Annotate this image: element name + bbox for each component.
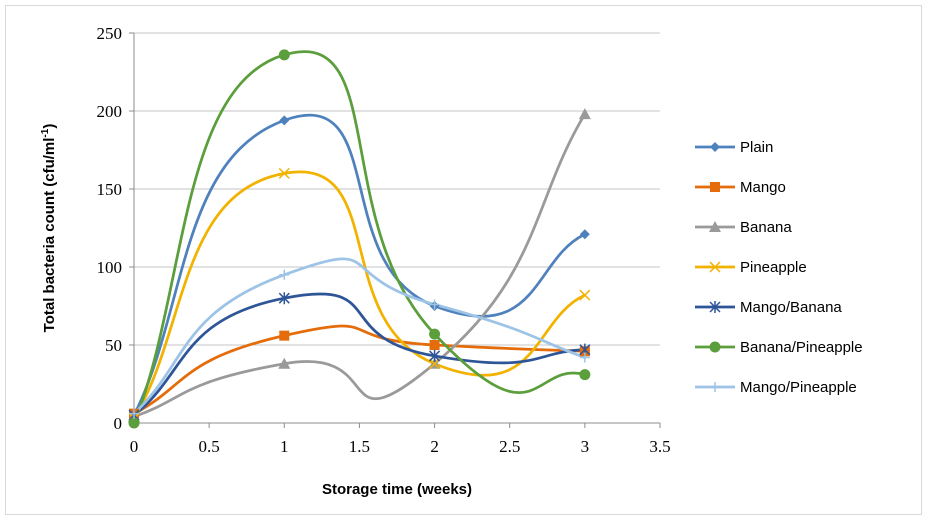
series-line-plain: [132, 113, 586, 416]
y-tick-label: 200: [97, 102, 123, 121]
legend-label: Plain: [740, 139, 773, 156]
legend-label: Pineapple: [740, 259, 807, 276]
x-tick-label: 1: [280, 437, 289, 456]
x-tick-label: 2.5: [499, 437, 520, 456]
y-tick-label: 100: [97, 258, 123, 277]
y-axis-title-main: Total bacteria count (cfu/ml: [41, 138, 58, 333]
x-tick-label: 1.5: [349, 437, 370, 456]
chart-area: [5, 5, 922, 515]
legend-item-banana: Banana: [695, 219, 792, 236]
series-line-mango-pineapple: [133, 257, 586, 415]
x-tick-label: 0.5: [199, 437, 220, 456]
legend-item-pineapple: Pineapple: [695, 259, 807, 276]
x-tick-label: 0: [130, 437, 139, 456]
data-point-mango-pineapple: [129, 408, 139, 419]
series-line-banana-pineapple: [132, 50, 586, 424]
legend: Plain Mango Banana Pineapple Mango/Banana Ban…: [695, 139, 863, 396]
data-point-mango-pineapple: [429, 299, 440, 310]
data-point-pineapple: [429, 358, 441, 370]
data-point-plain: [279, 115, 290, 126]
data-point-mango-pineapple: [579, 352, 590, 363]
data-point-mango-pineapple: [279, 269, 290, 280]
legend-item-mango-banana: Mango/Banana: [695, 299, 842, 316]
legend-label: Banana: [740, 219, 792, 236]
legend-marker-banana: [709, 221, 721, 232]
legend-marker-mango-banana: [709, 301, 721, 313]
data-point-banana-pineapple: [128, 417, 140, 429]
data-markers: [128, 49, 591, 429]
legend-marker-pineapple: [709, 261, 721, 273]
y-axis-title-superscript: -1: [40, 128, 51, 137]
y-axis-title: Total bacteria count (cfu/ml-1): [40, 124, 58, 333]
series-line-mango: [133, 324, 585, 415]
gridlines: [134, 32, 660, 346]
x-tick-label: 2: [430, 437, 439, 456]
legend-label: Mango/Banana: [740, 299, 842, 316]
legend-item-mango-pineapple: Mango/Pineapple: [695, 379, 857, 396]
data-point-mango-banana: [278, 292, 290, 305]
series-line-mango-banana: [133, 292, 585, 417]
y-tick-label: 150: [97, 180, 123, 199]
legend-marker-banana-pineapple: [709, 341, 721, 353]
x-tick-label: 3.5: [649, 437, 670, 456]
x-axis-title: Storage time (weeks): [322, 481, 472, 498]
axes: 0 50 100 150 200 250 0 0.5 1 1.5 2 2.5 3 3.5: [97, 24, 671, 456]
legend-item-banana-pineapple: Banana/Pineapple: [695, 339, 863, 356]
data-point-plain: [579, 229, 590, 240]
legend-item-mango: Mango: [695, 179, 786, 196]
legend-marker-mango-pineapple: [710, 382, 720, 392]
series-line-pineapple: [132, 170, 586, 420]
data-point-mango: [429, 340, 440, 350]
data-point-banana-pineapple: [278, 49, 290, 61]
data-point-banana-pineapple: [429, 328, 441, 340]
legend-marker-plain: [710, 142, 720, 152]
series-line-banana: [133, 113, 587, 419]
data-point-mango-banana: [429, 349, 441, 362]
legend-item-plain: Plain: [695, 139, 773, 156]
legend-label: Mango: [740, 179, 786, 196]
y-tick-label: 250: [97, 24, 123, 43]
data-point-pineapple: [278, 167, 290, 179]
series-lines: [132, 50, 587, 424]
data-point-banana-pineapple: [579, 369, 591, 381]
legend-marker-mango: [710, 182, 720, 192]
data-point-mango: [279, 330, 290, 341]
data-point-banana: [578, 108, 591, 120]
y-axis-title-close: ): [41, 124, 58, 129]
data-point-banana: [278, 357, 291, 369]
legend-label: Mango/Pineapple: [740, 379, 857, 396]
y-tick-label: 50: [105, 336, 122, 355]
data-point-pineapple: [579, 289, 591, 301]
x-tick-label: 3: [581, 437, 590, 456]
y-tick-label: 0: [114, 414, 123, 433]
legend-label: Banana/Pineapple: [740, 339, 863, 356]
